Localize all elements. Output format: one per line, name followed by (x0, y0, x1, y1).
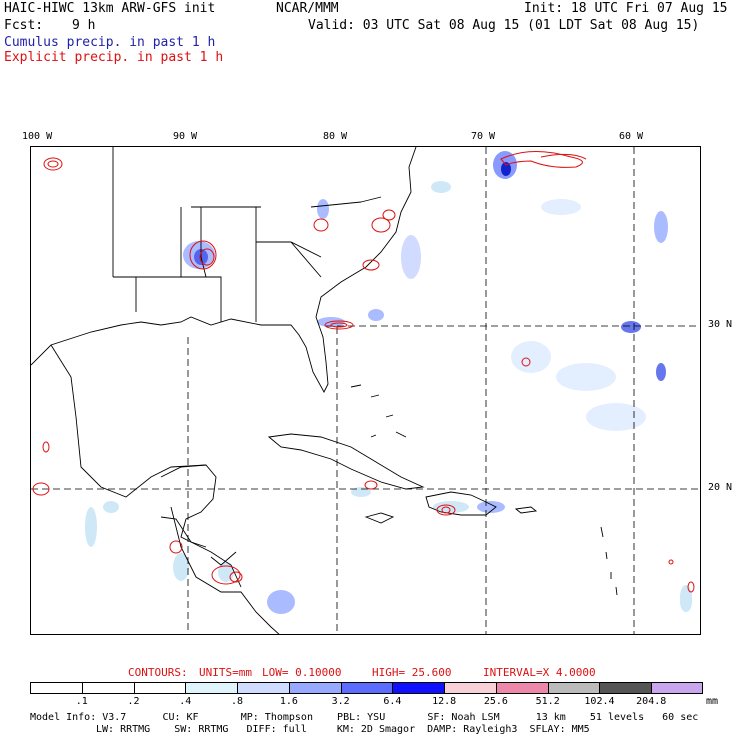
cumulus-cell (556, 363, 616, 391)
contour (371, 217, 391, 233)
contour (189, 240, 217, 270)
cumulus-cell (541, 199, 581, 215)
lat-label-30n: 30 N (708, 319, 733, 330)
colorbar-tick-label: .2 (127, 696, 140, 707)
contour (521, 357, 531, 367)
model-title: HAIC-HIWC 13km ARW-GFS init (4, 1, 216, 16)
cumulus-cell (511, 341, 551, 373)
init-time: Init: 18 UTC Fri 07 Aug 15 (524, 1, 728, 16)
contour (687, 581, 695, 593)
colorbar-tick-label: 1.6 (279, 696, 298, 707)
cumulus-cell (656, 363, 666, 381)
contour (43, 157, 63, 171)
forecast-label: Fcst: (4, 18, 44, 33)
lon-label-80w: 80 W (323, 131, 348, 142)
coastlines (31, 147, 618, 634)
cumulus-cell (267, 590, 295, 614)
contour (211, 565, 241, 585)
colorbar-tick-label: .1 (75, 696, 88, 707)
lon-label-100w: 100 W (22, 131, 53, 142)
colorbar-cell (288, 682, 342, 694)
colorbar-cell (495, 682, 549, 694)
colorbar-cell (81, 682, 135, 694)
valid-time: Valid: 03 UTC Sat 08 Aug 15 (01 LDT Sat … (308, 18, 700, 33)
cumulus-cell (401, 235, 421, 279)
colorbar-tick-label: 204.8 (636, 696, 667, 707)
colorbar-tick-label: 102.4 (584, 696, 615, 707)
colorbar-tick-label: 3.2 (331, 696, 350, 707)
contour (364, 480, 378, 490)
cumulus-cell (85, 507, 97, 547)
contours-units: UNITS=mm (199, 666, 252, 679)
forecast-hour: 9 h (72, 18, 96, 33)
cumulus-cell (621, 321, 641, 333)
precip-colorbar (30, 682, 703, 694)
cumulus-cell (317, 199, 329, 219)
colorbar-cell (547, 682, 601, 694)
cumulus-cell (431, 181, 451, 193)
contour (540, 153, 587, 160)
colorbar-tick-label: 51.2 (535, 696, 560, 707)
lon-label-60w: 60 W (619, 131, 644, 142)
contour (42, 441, 50, 453)
contour (229, 571, 243, 583)
cumulus-cell (103, 501, 119, 513)
colorbar-cell (340, 682, 394, 694)
contour (362, 259, 380, 271)
contours-label: CONTOURS: (128, 666, 188, 679)
colorbar-cell (444, 682, 497, 694)
contour (668, 559, 674, 565)
contours-interval: INTERVAL=X 4.0000 (483, 666, 596, 679)
contour (436, 504, 456, 516)
colorbar-tick-label: 12.8 (432, 696, 457, 707)
contours-high: HIGH= 25.600 (372, 666, 452, 679)
colorbar-cell (392, 682, 446, 694)
contour (313, 218, 329, 232)
colorbar-cell (133, 682, 187, 694)
colorbar-cell (651, 682, 703, 694)
colorbar-cell (237, 682, 290, 694)
cumulus-cell (680, 592, 692, 612)
colorbar-tick-label: 25.6 (483, 696, 508, 707)
lon-label-70w: 70 W (471, 131, 496, 142)
contour (330, 322, 348, 328)
model-info-line2: LW: RRTMG SW: RRTMG DIFF: full KM: 2D Sm… (96, 724, 590, 735)
map-canvas (31, 147, 700, 634)
cumulus-cell (351, 487, 371, 497)
colorbar-tick-label: .8 (231, 696, 244, 707)
model-info-line1: Model Info: V3.7 CU: KF MP: Thompson PBL… (30, 712, 699, 723)
lon-label-90w: 90 W (173, 131, 198, 142)
cumulus-legend: Cumulus precip. in past 1 h (4, 35, 216, 50)
contour (382, 209, 396, 221)
contour (441, 506, 451, 514)
contour (324, 320, 354, 330)
lat-label-20n: 20 N (708, 482, 733, 493)
contour (32, 482, 50, 496)
contour (47, 160, 59, 168)
colorbar-cell (30, 682, 83, 694)
cumulus-cell (654, 211, 668, 243)
colorbar-tick-label: .4 (179, 696, 192, 707)
contour (500, 150, 583, 168)
colorbar-units: mm (706, 696, 719, 707)
contour (169, 540, 183, 554)
contours-low: LOW= 0.10000 (262, 666, 342, 679)
cumulus-cell (501, 162, 511, 176)
cumulus-cell (586, 403, 646, 431)
organization-label: NCAR/MMM (276, 1, 339, 16)
contour (199, 248, 215, 266)
cumulus-cell (368, 309, 384, 321)
cumulus-cell (477, 501, 505, 513)
cumulus-precip-shading (85, 151, 692, 614)
explicit-precip-contours (32, 150, 695, 593)
colorbar-cell (185, 682, 239, 694)
colorbar-tick-label: 6.4 (383, 696, 402, 707)
cumulus-cell (173, 553, 189, 581)
precipitation-map (30, 146, 701, 635)
graticule (31, 147, 700, 634)
explicit-legend: Explicit precip. in past 1 h (4, 50, 224, 65)
colorbar-cell (599, 682, 653, 694)
